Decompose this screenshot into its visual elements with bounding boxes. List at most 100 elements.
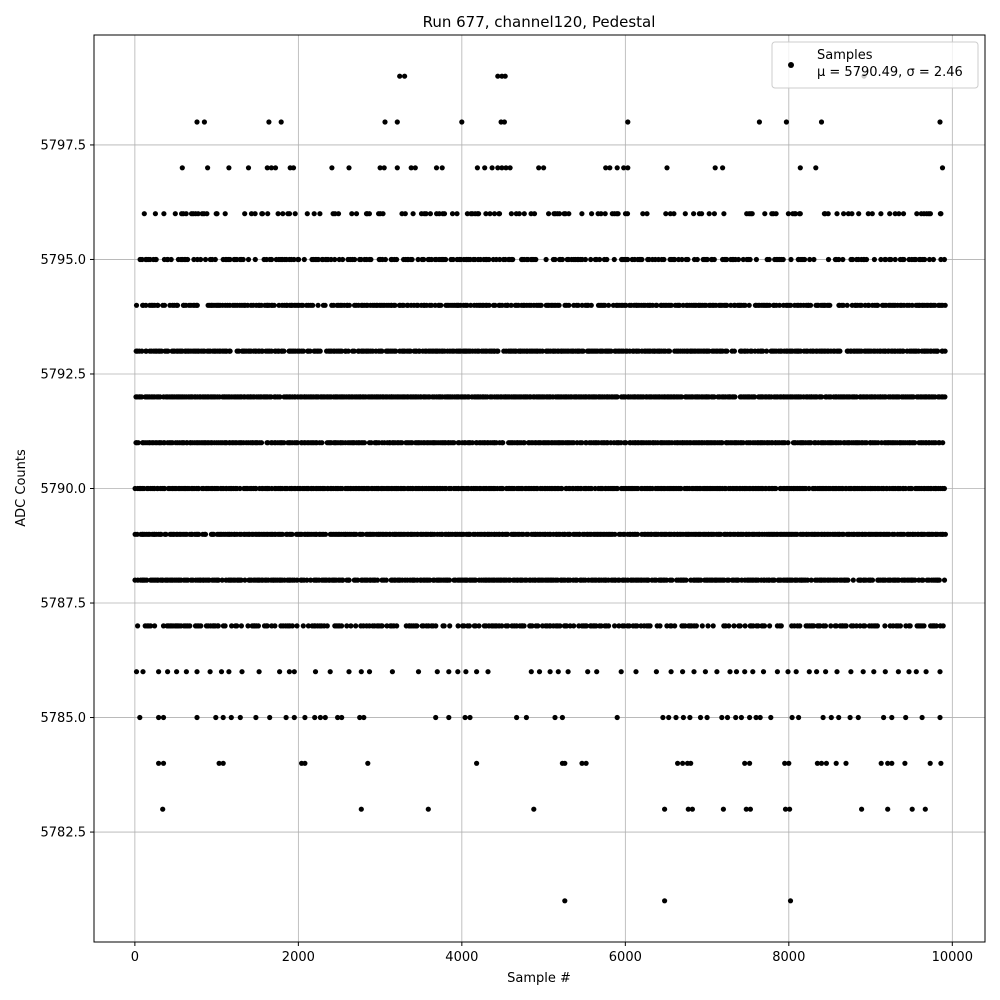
data-point <box>195 211 201 217</box>
data-point <box>896 211 902 217</box>
data-point <box>932 302 938 308</box>
data-point <box>441 623 447 629</box>
data-point <box>625 256 631 263</box>
data-point <box>833 623 839 629</box>
data-point <box>410 211 416 217</box>
data-point <box>286 669 292 675</box>
data-point <box>312 714 318 721</box>
data-point <box>579 211 585 217</box>
data-point <box>353 623 359 629</box>
data-point <box>407 348 413 354</box>
data-point <box>500 485 506 492</box>
data-point <box>355 577 361 583</box>
data-point <box>531 806 537 812</box>
data-point <box>491 211 498 217</box>
data-point <box>806 485 812 492</box>
data-point <box>533 256 539 263</box>
data-point <box>823 669 829 675</box>
data-point <box>814 760 821 766</box>
data-point <box>562 898 568 904</box>
data-point <box>679 256 685 263</box>
data-point <box>602 211 608 217</box>
data-point <box>589 211 595 217</box>
data-points <box>132 73 949 904</box>
x-tick-label: 4000 <box>445 950 478 965</box>
data-point <box>597 256 603 263</box>
data-point <box>869 577 876 583</box>
data-point <box>567 531 573 537</box>
data-point <box>340 577 346 583</box>
data-point <box>747 760 753 766</box>
data-point <box>942 394 948 400</box>
data-point <box>523 714 530 721</box>
data-point <box>923 669 929 675</box>
data-point <box>300 623 306 629</box>
data-point <box>408 165 414 171</box>
data-point <box>887 211 893 217</box>
data-point <box>237 485 243 492</box>
data-point <box>566 211 572 217</box>
data-point <box>774 669 781 675</box>
legend: Samples μ = 5790.49, σ = 2.46 <box>771 41 979 89</box>
data-point <box>680 714 687 721</box>
data-point <box>773 211 779 217</box>
data-point <box>753 714 759 721</box>
data-point <box>608 348 614 354</box>
data-point <box>760 348 766 354</box>
data-point <box>571 623 577 629</box>
data-point <box>229 623 235 629</box>
data-point <box>322 714 328 721</box>
data-point <box>940 623 946 629</box>
data-point <box>500 440 506 446</box>
data-point <box>379 623 385 629</box>
data-point <box>198 256 204 263</box>
data-point <box>747 256 753 263</box>
data-point <box>771 577 777 583</box>
data-point <box>671 211 677 217</box>
data-point <box>909 806 915 812</box>
data-point <box>797 165 803 171</box>
data-point <box>275 211 281 217</box>
data-point <box>711 394 717 400</box>
data-point <box>825 211 831 217</box>
data-point <box>614 714 620 721</box>
data-point <box>878 211 884 217</box>
data-point <box>847 714 853 721</box>
legend-box <box>771 41 979 89</box>
data-point <box>735 256 742 263</box>
data-point <box>402 211 408 217</box>
data-point <box>160 714 167 721</box>
data-point <box>179 165 185 171</box>
data-point <box>279 531 286 537</box>
data-point <box>505 623 511 629</box>
data-point <box>828 714 834 721</box>
data-point <box>516 211 522 217</box>
data-point <box>277 669 283 675</box>
data-point <box>324 623 330 629</box>
data-point <box>194 714 200 721</box>
data-point <box>277 394 283 400</box>
x-tick-label: 6000 <box>609 950 642 965</box>
data-point <box>719 440 725 446</box>
data-point <box>443 256 449 263</box>
data-point <box>174 669 180 675</box>
data-point <box>937 714 943 721</box>
data-point <box>272 165 279 171</box>
data-point <box>153 256 159 263</box>
data-point <box>753 256 760 263</box>
data-point <box>594 669 600 675</box>
data-point <box>495 73 501 79</box>
data-point <box>220 760 226 766</box>
data-point <box>750 669 756 675</box>
data-point <box>666 348 673 354</box>
data-point <box>380 211 386 217</box>
data-point <box>871 669 877 675</box>
data-point <box>280 211 286 217</box>
data-point <box>647 623 653 629</box>
data-point <box>358 806 364 812</box>
data-point <box>174 302 181 308</box>
data-point <box>202 531 209 537</box>
data-point <box>645 577 651 583</box>
data-point <box>161 211 167 217</box>
